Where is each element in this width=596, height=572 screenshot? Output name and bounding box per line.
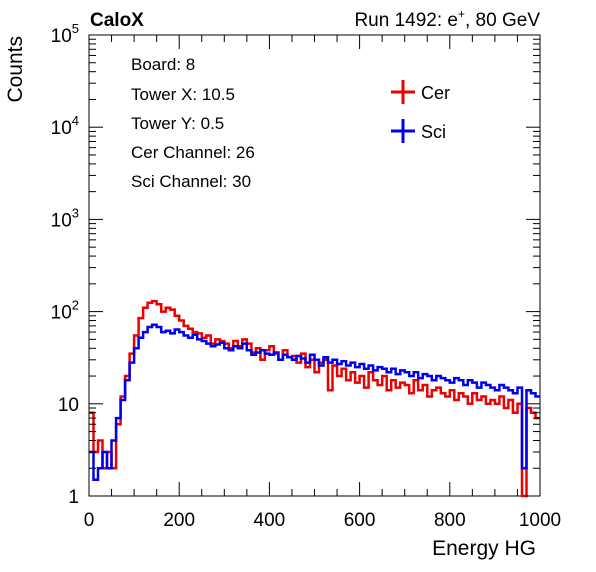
series-cer-line	[89, 299, 540, 498]
y-tick-label: 10	[58, 395, 79, 416]
x-axis: 0 200 400 600 800 1000	[84, 35, 561, 531]
y-axis: 1 10 102 103 104 105	[51, 21, 540, 508]
info-tower-y: Tower Y: 0.5	[131, 114, 224, 133]
info-board: Board: 8	[131, 55, 195, 74]
y-axis-label: Counts	[4, 36, 27, 103]
title-right-sup: +	[458, 7, 465, 21]
y-tick-label: 1	[68, 487, 79, 508]
y-tick-label: 103	[51, 205, 79, 231]
legend-entry-cer: Cer	[391, 80, 450, 104]
x-tick-label: 800	[434, 510, 466, 531]
info-cer-channel: Cer Channel: 26	[131, 143, 255, 162]
x-tick-label: 400	[254, 510, 286, 531]
title-right-suffix: , 80 GeV	[465, 10, 540, 31]
legend-entry-sci: Sci	[391, 119, 446, 143]
y-tick-label: 105	[51, 21, 79, 47]
title-right-prefix: Run 1492: e	[354, 10, 458, 31]
info-sci-channel: Sci Channel: 30	[131, 172, 251, 191]
chart-title-right: Run 1492: e+, 80 GeV	[354, 7, 540, 31]
legend-label-sci: Sci	[421, 122, 446, 142]
y-tick-label: 102	[51, 298, 79, 324]
series-sci-line	[89, 323, 540, 482]
legend-label-cer: Cer	[421, 83, 450, 103]
x-tick-label: 0	[84, 510, 95, 531]
info-box: Board: 8 Tower X: 10.5 Tower Y: 0.5 Cer …	[131, 55, 255, 191]
chart-title-left: CaloX	[90, 10, 144, 31]
y-tick-label: 104	[51, 113, 79, 139]
info-tower-x: Tower X: 10.5	[131, 85, 235, 104]
x-axis-label: Energy HG	[432, 537, 536, 560]
x-tick-label: 200	[163, 510, 195, 531]
legend: Cer Sci	[391, 80, 450, 143]
x-tick-label: 1000	[519, 510, 561, 531]
series-layer	[89, 299, 540, 498]
x-tick-label: 600	[344, 510, 376, 531]
plot-frame	[88, 34, 541, 497]
